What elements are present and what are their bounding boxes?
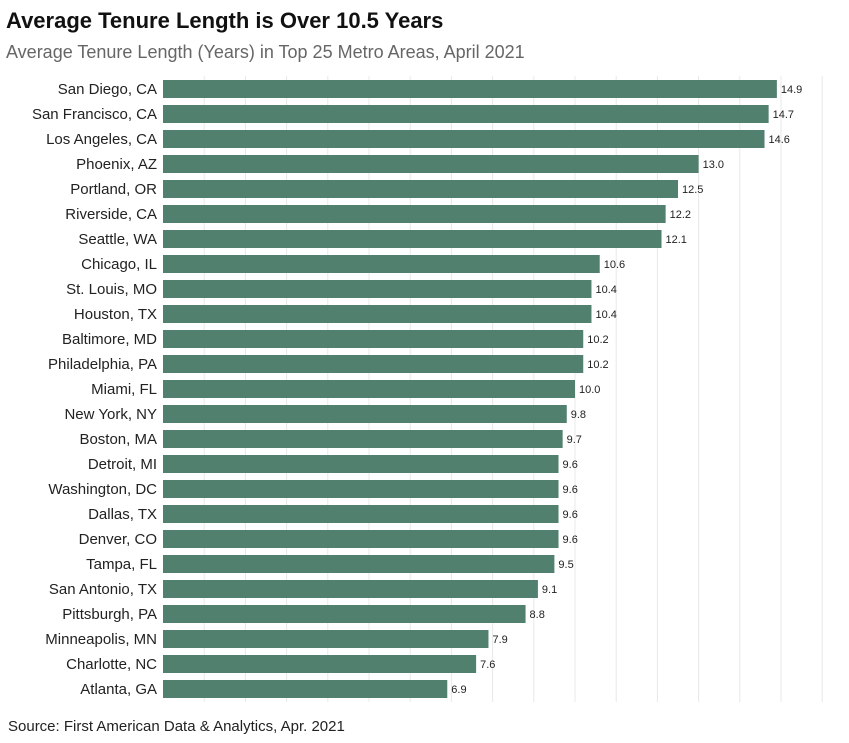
category-label: Portland, OR: [70, 181, 157, 198]
value-label: 12.5: [682, 184, 703, 196]
chart-title: Average Tenure Length is Over 10.5 Years: [6, 8, 444, 33]
category-label: Dallas, TX: [88, 506, 157, 523]
chart-subtitle: Average Tenure Length (Years) in Top 25 …: [6, 42, 525, 62]
value-label: 9.6: [563, 509, 578, 521]
bar: [163, 405, 567, 423]
category-label: San Francisco, CA: [32, 106, 157, 123]
bar: [163, 180, 678, 198]
value-label: 14.7: [773, 109, 794, 121]
bar: [163, 480, 559, 498]
value-label: 14.6: [769, 134, 790, 146]
category-label: Seattle, WA: [78, 231, 157, 248]
category-label: New York, NY: [64, 406, 157, 423]
value-label: 8.8: [530, 609, 545, 621]
bar: [163, 580, 538, 598]
bar: [163, 130, 765, 148]
category-label: Chicago, IL: [81, 256, 157, 273]
bar: [163, 680, 448, 698]
value-label: 9.7: [567, 434, 582, 446]
value-label: 14.9: [781, 84, 802, 96]
category-label: San Antonio, TX: [49, 581, 157, 598]
category-label: Denver, CO: [79, 531, 157, 548]
value-label: 9.5: [558, 559, 573, 571]
bar: [163, 305, 592, 323]
value-label: 10.0: [579, 384, 600, 396]
bar: [163, 105, 769, 123]
value-label: 9.6: [563, 459, 578, 471]
value-label: 9.8: [571, 409, 586, 421]
bar: [163, 430, 563, 448]
category-label: Los Angeles, CA: [46, 131, 157, 148]
category-label: Charlotte, NC: [66, 656, 157, 673]
category-label: Pittsburgh, PA: [62, 606, 157, 623]
category-label: Boston, MA: [79, 431, 157, 448]
value-label: 9.1: [542, 584, 557, 596]
category-label: Atlanta, GA: [80, 681, 157, 698]
bar: [163, 605, 526, 623]
bar: [163, 555, 555, 573]
value-label: 13.0: [703, 159, 724, 171]
bar: [163, 205, 666, 223]
value-label: 10.6: [604, 259, 625, 271]
bar: [163, 155, 699, 173]
bar: [163, 330, 584, 348]
bar: [163, 355, 584, 373]
category-label: Washington, DC: [48, 481, 157, 498]
bars: [163, 80, 777, 698]
category-label: Phoenix, AZ: [76, 156, 157, 173]
bar: [163, 230, 662, 248]
category-label: St. Louis, MO: [66, 281, 157, 298]
value-label: 7.9: [492, 634, 507, 646]
category-label: San Diego, CA: [58, 81, 157, 98]
source-note: Source: First American Data & Analytics,…: [8, 718, 345, 735]
value-label: 12.2: [670, 209, 691, 221]
value-label: 12.1: [666, 234, 687, 246]
category-label: Minneapolis, MN: [45, 631, 157, 648]
bar: [163, 530, 559, 548]
category-label: Miami, FL: [91, 381, 157, 398]
value-label: 10.2: [587, 334, 608, 346]
value-label: 9.6: [563, 534, 578, 546]
category-label: Baltimore, MD: [62, 331, 157, 348]
category-label: Houston, TX: [74, 306, 157, 323]
bar: [163, 80, 777, 98]
value-label: 10.4: [595, 309, 616, 321]
bar: [163, 655, 477, 673]
value-label: 10.4: [595, 284, 616, 296]
bar: [163, 280, 592, 298]
category-label: Philadelphia, PA: [48, 356, 157, 373]
bar: [163, 255, 600, 273]
bar: [163, 455, 559, 473]
category-label: Tampa, FL: [86, 556, 157, 573]
value-label: 6.9: [451, 684, 466, 696]
category-label: Detroit, MI: [88, 456, 157, 473]
value-label: 7.6: [480, 659, 495, 671]
category-label: Riverside, CA: [65, 206, 157, 223]
labels: San Diego, CA 14.9 San Francisco, CA 14.7 Lo…: [32, 81, 802, 698]
bar: [163, 505, 559, 523]
value-label: 10.2: [587, 359, 608, 371]
value-label: 9.6: [563, 484, 578, 496]
bar: [163, 380, 575, 398]
bar: [163, 630, 489, 648]
